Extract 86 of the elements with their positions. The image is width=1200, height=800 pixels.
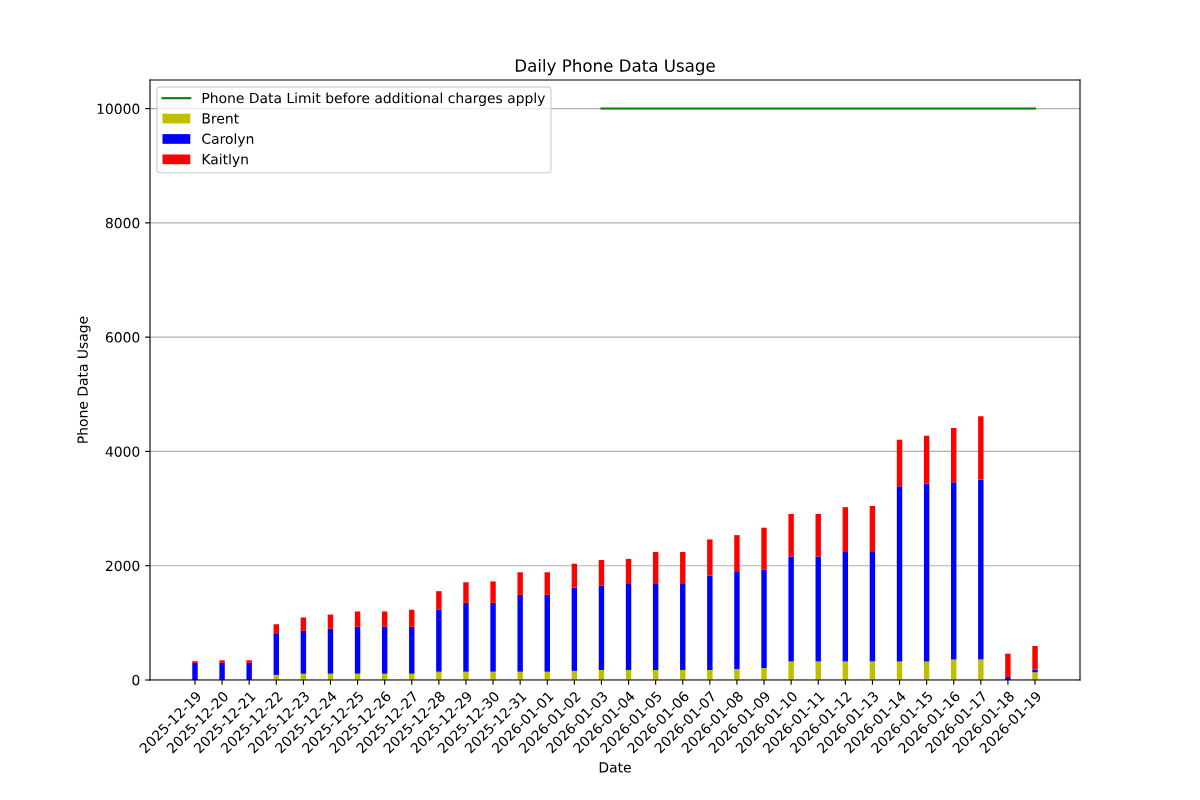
bar: [1032, 646, 1038, 670]
bar: [1032, 672, 1038, 680]
legend-label: Carolyn: [202, 133, 254, 147]
bar: [815, 556, 821, 662]
bar: [896, 486, 903, 662]
bar: [517, 594, 523, 672]
y-tick-label: 2000: [105, 560, 140, 572]
x-axis-title: Date: [599, 762, 631, 773]
bar: [680, 552, 686, 584]
bar: [788, 661, 794, 680]
bar: [327, 614, 334, 629]
bar: [381, 611, 388, 627]
bar: [544, 594, 550, 672]
bar: [571, 587, 578, 671]
legend-label: Brent: [202, 113, 239, 124]
bar: [869, 552, 876, 662]
bar: [463, 602, 469, 672]
bar: [544, 572, 550, 595]
bar: [761, 668, 767, 680]
bar: [1005, 653, 1011, 678]
bar: [734, 535, 740, 572]
bar: [625, 584, 632, 670]
bar: [1032, 669, 1038, 673]
bar: [273, 634, 279, 675]
y-tick-label: 6000: [105, 332, 140, 343]
bar: [652, 552, 659, 584]
bar: [707, 575, 713, 670]
bar: [707, 539, 713, 576]
bar: [707, 670, 713, 680]
bar: [273, 624, 279, 634]
bar: [815, 514, 821, 557]
bar: [951, 482, 957, 660]
bar: [490, 671, 496, 680]
bar: [842, 507, 849, 552]
bar: [436, 609, 442, 672]
legend-label: Phone Data Limit before additional charges apply: [202, 92, 545, 106]
bar: [923, 435, 930, 484]
bar: [788, 556, 794, 662]
bar: [517, 572, 523, 595]
chart-title: Daily Phone Data Usage: [515, 59, 715, 76]
bar: [734, 572, 740, 670]
bar: [381, 626, 388, 674]
y-tick-label: 10000: [97, 103, 140, 115]
bar: [571, 563, 578, 588]
bar: [951, 659, 957, 680]
y-tick-label: 0: [132, 674, 140, 686]
y-tick-label: 4000: [105, 446, 140, 457]
bar: [869, 506, 876, 552]
bar: [598, 560, 605, 586]
bar: [300, 630, 307, 674]
bar: [951, 428, 957, 483]
bar: [436, 671, 442, 680]
bar: [354, 626, 361, 674]
bar: [625, 558, 632, 584]
bar: [896, 439, 903, 487]
bar: [409, 609, 415, 627]
bar: [680, 584, 686, 670]
bar: [463, 671, 469, 680]
bar: [327, 628, 334, 674]
bar: [652, 584, 659, 670]
bar: [490, 581, 496, 603]
bar: [788, 514, 794, 557]
y-axis-title: Phone Data Usage: [77, 316, 91, 443]
bar: [978, 659, 984, 680]
bar: [436, 591, 442, 610]
bar: [219, 662, 225, 680]
bar: [978, 416, 984, 480]
bar: [761, 569, 767, 668]
bar: [734, 669, 740, 680]
bar: [463, 582, 469, 603]
bar: [246, 660, 252, 663]
bar: [923, 483, 930, 662]
bar: [300, 617, 307, 631]
bar: [246, 662, 252, 680]
bar: [409, 626, 415, 674]
legend-label: Kaitlyn: [202, 153, 248, 168]
bar: [978, 479, 984, 660]
bar: [354, 611, 361, 627]
bar: [219, 660, 225, 663]
bar: [842, 552, 849, 662]
bar: [517, 671, 523, 680]
y-tick-label: 8000: [105, 217, 140, 229]
bar: [192, 662, 198, 680]
bar: [598, 585, 605, 670]
bar: [490, 602, 496, 672]
bar: [761, 527, 767, 570]
